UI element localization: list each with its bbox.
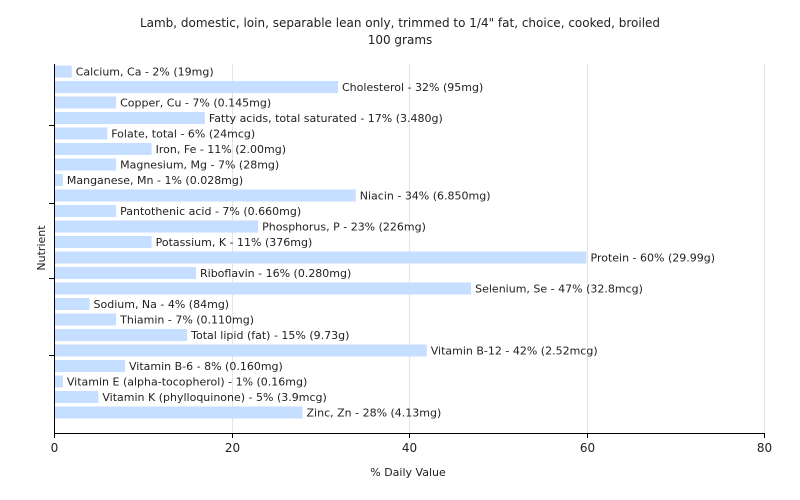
bars: Calcium, Ca - 2% (19mg) Cholesterol - 32%…: [55, 65, 716, 420]
x-tick-label-1: 20: [225, 441, 240, 455]
bar-label-2: Copper, Cu - 7% (0.145mg): [120, 97, 271, 110]
bar-8: [55, 189, 356, 202]
bar-label-19: Vitamin B-6 - 8% (0.160mg): [129, 360, 283, 373]
bar-18: [55, 344, 427, 357]
chart-title: Lamb, domestic, loin, separable lean onl…: [140, 16, 660, 30]
chart-subtitle: 100 grams: [368, 33, 433, 47]
bar-14: [55, 282, 472, 295]
bar-label-17: Total lipid (fat) - 15% (9.73g): [190, 329, 349, 342]
bar-label-0: Calcium, Ca - 2% (19mg): [76, 66, 214, 79]
y-axis-label: Nutrient: [35, 225, 48, 271]
bar-label-13: Riboflavin - 16% (0.280mg): [200, 267, 351, 280]
x-tick-label-2: 40: [402, 441, 417, 455]
bar-label-15: Sodium, Na - 4% (84mg): [94, 298, 230, 311]
bar-20: [55, 375, 63, 388]
bar-label-3: Fatty acids, total saturated - 17% (3.48…: [209, 112, 443, 125]
bar-label-22: Zinc, Zn - 28% (4.13mg): [307, 407, 442, 420]
bar-7: [55, 174, 63, 186]
bar-label-12: Protein - 60% (29.99g): [591, 252, 716, 265]
bar-9: [55, 205, 117, 217]
bar-22: [55, 406, 303, 419]
grid-lines: [232, 64, 765, 433]
bar-label-16: Thiamin - 7% (0.110mg): [119, 314, 254, 327]
bar-10: [55, 220, 259, 233]
bar-label-10: Phosphorus, P - 23% (226mg): [262, 221, 426, 234]
bar-11: [55, 236, 152, 248]
bar-17: [55, 329, 188, 341]
bar-12: [55, 251, 587, 264]
x-tick-label-3: 60: [580, 441, 595, 455]
bar-label-9: Pantothenic acid - 7% (0.660mg): [120, 205, 301, 218]
x-axis-label: % Daily Value: [370, 466, 446, 479]
bar-label-4: Folate, total - 6% (24mcg): [111, 128, 255, 141]
bar-2: [55, 96, 117, 109]
bar-label-7: Manganese, Mn - 1% (0.028mg): [67, 174, 243, 187]
bar-21: [55, 391, 99, 403]
bar-4: [55, 127, 108, 140]
bar-label-5: Iron, Fe - 11% (2.00mg): [156, 143, 286, 156]
bar-label-8: Niacin - 34% (6.850mg): [360, 190, 491, 203]
bar-13: [55, 267, 196, 279]
bar-label-14: Selenium, Se - 47% (32.8mcg): [475, 283, 643, 296]
bar-label-1: Cholesterol - 32% (95mg): [342, 81, 483, 94]
bar-19: [55, 360, 125, 372]
bar-label-6: Magnesium, Mg - 7% (28mg): [120, 159, 279, 172]
bar-label-21: Vitamin K (phylloquinone) - 5% (3.9mcg): [102, 391, 326, 404]
bar-label-11: Potassium, K - 11% (376mg): [156, 236, 313, 249]
bar-15: [55, 298, 90, 310]
bar-1: [55, 81, 338, 93]
bar-6: [55, 158, 117, 171]
bar-5: [55, 143, 152, 155]
bar-16: [55, 313, 117, 326]
bar-label-18: Vitamin B-12 - 42% (2.52mcg): [431, 345, 598, 358]
x-tick-label-0: 0: [51, 441, 59, 455]
bar-0: [55, 65, 72, 78]
x-tick-label-4: 80: [757, 441, 772, 455]
bar-label-20: Vitamin E (alpha-tocopherol) - 1% (0.16m…: [67, 376, 307, 389]
axes: 0 20 40 60 80: [49, 64, 772, 455]
bar-3: [55, 112, 205, 124]
